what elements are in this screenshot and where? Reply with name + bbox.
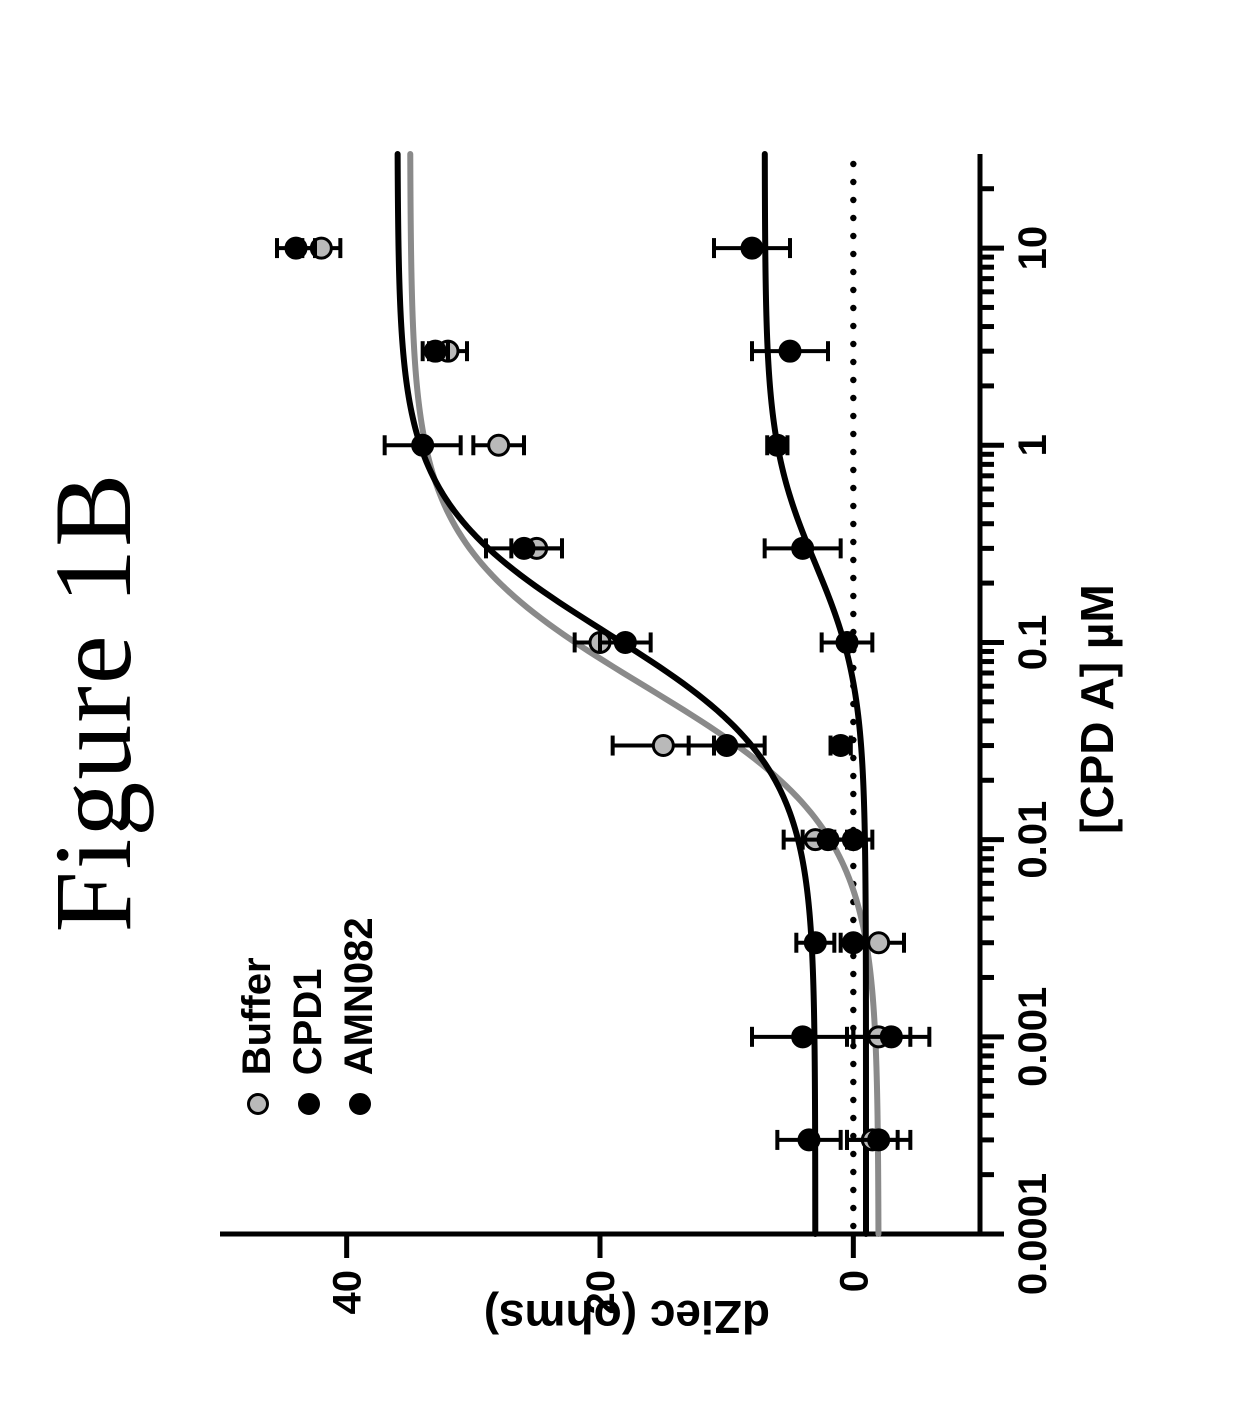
svg-text:0.001: 0.001 bbox=[1011, 987, 1055, 1087]
svg-text:1: 1 bbox=[1011, 434, 1055, 456]
legend-swatch bbox=[298, 1093, 320, 1115]
svg-text:0: 0 bbox=[832, 1270, 876, 1292]
legend-swatch bbox=[349, 1093, 371, 1115]
svg-text:0.01: 0.01 bbox=[1011, 801, 1055, 879]
svg-text:0.1: 0.1 bbox=[1011, 615, 1055, 671]
legend-label: CPD1 bbox=[286, 969, 331, 1076]
figure-stage: Figure 1B 020400.00010.0010.010.1110 dZi… bbox=[0, 0, 1240, 1404]
svg-text:0.0001: 0.0001 bbox=[1011, 1173, 1055, 1295]
y-axis-label: dZiec (ohms) bbox=[484, 1290, 770, 1344]
legend-item: AMN082 bbox=[337, 917, 382, 1115]
svg-text:40: 40 bbox=[326, 1270, 370, 1315]
legend-label: Buffer bbox=[235, 957, 280, 1075]
svg-text:10: 10 bbox=[1011, 226, 1055, 271]
legend-item: Buffer bbox=[235, 917, 280, 1115]
legend-swatch bbox=[247, 1093, 269, 1115]
legend: BufferCPD1AMN082 bbox=[235, 917, 388, 1115]
legend-item: CPD1 bbox=[286, 917, 331, 1115]
x-axis-label: [CPD A] µM bbox=[1070, 584, 1124, 834]
figure-title: Figure 1B bbox=[30, 0, 157, 1404]
rotated-canvas: Figure 1B 020400.00010.0010.010.1110 dZi… bbox=[0, 0, 1240, 1404]
legend-label: AMN082 bbox=[337, 917, 382, 1075]
